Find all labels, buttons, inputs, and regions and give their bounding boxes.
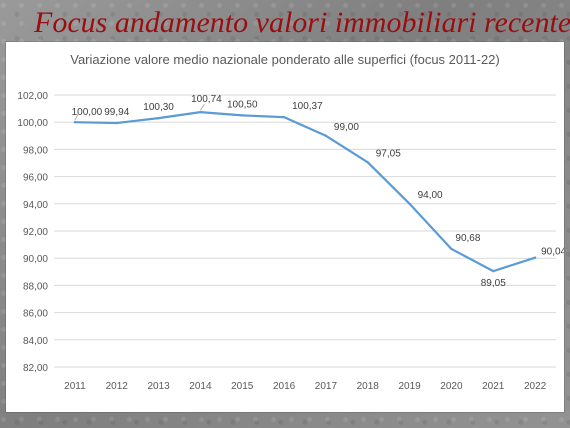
- data-label: 89,05: [481, 278, 506, 289]
- data-point: [492, 269, 495, 273]
- y-tick-label: 98,00: [23, 145, 48, 156]
- data-point: [115, 121, 118, 125]
- x-tick-label: 2018: [357, 381, 380, 392]
- y-tick-label: 86,00: [23, 309, 48, 320]
- line-chart: 82,00 84,00 86,00 88,00 90,00 92,00 94,00 96,00…: [17, 91, 564, 392]
- data-point: [241, 114, 244, 117]
- y-tick-label: 92,00: [23, 227, 48, 238]
- chart-panel: Variazione valore medio nazionale ponder…: [6, 42, 564, 412]
- x-tick-label: 2022: [524, 381, 547, 392]
- y-tick-label: 100,00: [17, 118, 48, 129]
- x-tick-label: 2013: [147, 381, 170, 392]
- data-label: 100,00: [72, 107, 103, 118]
- x-tick-label: 2011: [64, 381, 86, 392]
- label-leader-line: [74, 112, 80, 121]
- y-tick-label: 82,00: [23, 363, 48, 374]
- data-point: [450, 247, 453, 251]
- y-tick-label: 90,00: [23, 254, 48, 265]
- y-tick-label: 96,00: [23, 173, 48, 184]
- x-tick-label: 2020: [440, 381, 463, 392]
- x-tick-label: 2021: [482, 381, 505, 392]
- y-tick-label: 84,00: [23, 336, 48, 347]
- x-tick-label: 2015: [231, 381, 254, 392]
- x-tick-label: 2014: [189, 381, 212, 392]
- data-label: 99,00: [334, 122, 359, 133]
- data-point: [324, 134, 328, 137]
- data-label: 99,94: [104, 107, 129, 118]
- data-label: 100,30: [143, 102, 174, 113]
- y-tick-label: 94,00: [23, 200, 48, 211]
- data-point: [366, 161, 369, 164]
- data-point: [533, 256, 537, 259]
- y-tick-label: 88,00: [23, 281, 48, 292]
- slide-title: Focus andamento valori immobiliari recen…: [34, 6, 570, 39]
- data-label: 90,68: [455, 233, 480, 244]
- data-point: [157, 116, 160, 120]
- x-tick-label: 2019: [398, 381, 421, 392]
- data-label: 94,00: [418, 190, 443, 201]
- data-label: 100,37: [292, 101, 323, 112]
- data-point: [282, 115, 286, 119]
- x-tick-label: 2012: [106, 381, 129, 392]
- x-tick-label: 2017: [315, 381, 338, 392]
- data-label: 90,04: [541, 247, 564, 258]
- data-point: [73, 121, 77, 124]
- data-point: [199, 110, 202, 114]
- chart-title: Variazione valore medio nazionale ponder…: [70, 52, 500, 67]
- y-tick-label: 102,00: [17, 91, 48, 102]
- data-point: [408, 202, 411, 205]
- data-label: 100,74: [191, 94, 222, 105]
- series-line: [73, 111, 537, 273]
- x-tick-label: 2016: [273, 381, 296, 392]
- data-label: 100,50: [227, 99, 258, 110]
- label-leader-line: [200, 103, 205, 111]
- data-label: 97,05: [376, 148, 401, 159]
